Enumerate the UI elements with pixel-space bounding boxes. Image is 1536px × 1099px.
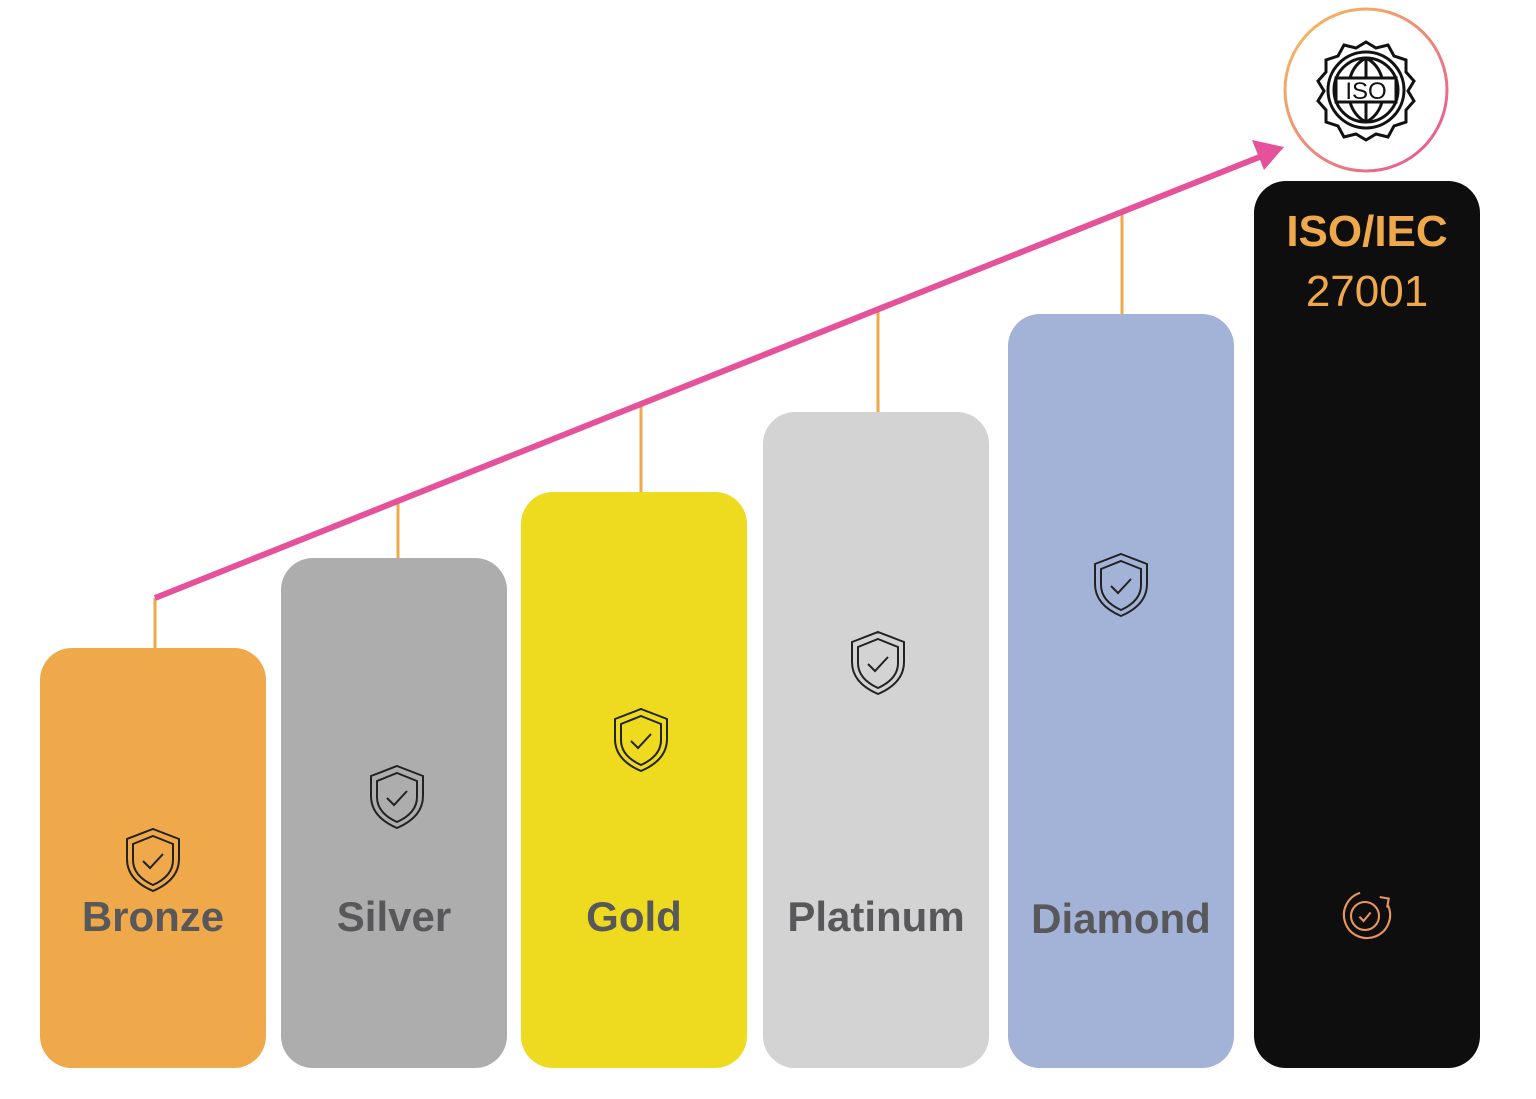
level-block-diamond: Diamond bbox=[1008, 314, 1234, 1068]
level-label: Diamond bbox=[1031, 895, 1211, 942]
level-label: Platinum bbox=[787, 893, 965, 940]
level-label: Gold bbox=[586, 893, 682, 940]
shield-check-icon bbox=[611, 707, 671, 773]
level-label: Bronze bbox=[81, 893, 225, 940]
shield-check-icon bbox=[367, 764, 427, 830]
svg-text:ISO: ISO bbox=[1345, 78, 1386, 105]
shield-check-icon bbox=[1091, 552, 1151, 618]
level-block-silver: Silver bbox=[281, 558, 507, 1068]
arrow-head-icon bbox=[1252, 140, 1284, 170]
cycle-check-icon bbox=[1342, 891, 1392, 940]
iso-globe-badge-icon: ISO bbox=[1316, 40, 1416, 142]
progress-arrow-line bbox=[153, 153, 1264, 601]
level-block-gold: Gold bbox=[521, 492, 747, 1068]
level-block-platinum: Platinum bbox=[763, 412, 989, 1068]
iso-title: ISO/IEC bbox=[1286, 207, 1448, 256]
level-block-bronze: Bronze bbox=[40, 648, 266, 1068]
level-label: Silver bbox=[336, 893, 452, 940]
shield-check-icon bbox=[123, 827, 183, 893]
shield-check-icon bbox=[848, 630, 908, 696]
iso-standard-number: 27001 bbox=[1305, 267, 1429, 316]
iso-27001-block: ISO/IEC 27001 bbox=[1254, 181, 1480, 1068]
